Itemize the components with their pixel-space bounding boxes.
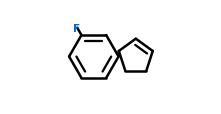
Text: F: F	[73, 23, 80, 33]
